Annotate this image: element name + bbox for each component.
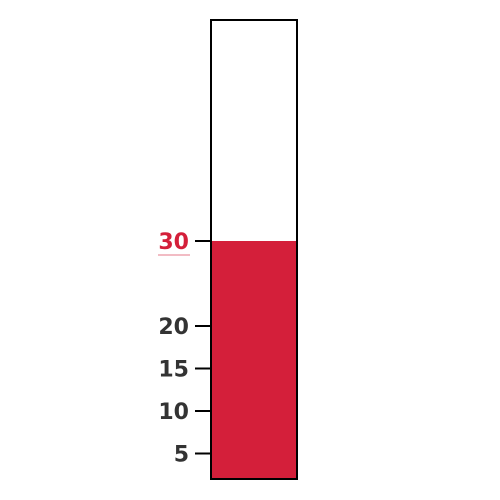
- value-label: 30: [158, 230, 189, 255]
- tick-label: 10: [158, 400, 189, 425]
- tick-group: 5 10 15 20: [158, 315, 211, 468]
- gauge-fill-bar: [211, 241, 297, 479]
- gauge-outline: [210, 19, 298, 480]
- tick-label: 20: [158, 315, 189, 340]
- tick-label: 5: [174, 443, 189, 468]
- tick-label: 15: [158, 358, 189, 383]
